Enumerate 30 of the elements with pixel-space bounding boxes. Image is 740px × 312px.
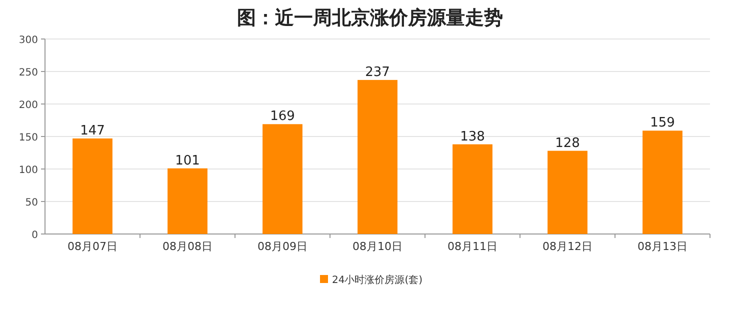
bar (168, 168, 208, 234)
bar (358, 80, 398, 234)
y-tick-label: 200 (18, 100, 38, 111)
bar (262, 124, 302, 234)
bar (642, 130, 682, 234)
bar (452, 144, 492, 234)
data-label: 138 (460, 129, 485, 144)
data-label: 159 (650, 116, 675, 131)
chart-title: 图：近一周北京涨价房源量走势 (237, 7, 503, 29)
x-tick-label: 08月08日 (162, 240, 212, 253)
x-tick-label: 08月12日 (542, 240, 592, 253)
bar (72, 138, 112, 234)
y-tick-label: 300 (18, 35, 38, 46)
y-tick-label: 50 (25, 198, 38, 208)
x-tick-label: 08月13日 (638, 240, 688, 253)
data-label: 169 (270, 109, 295, 124)
x-tick-label: 08月07日 (68, 240, 118, 253)
x-tick-label: 08月10日 (352, 240, 402, 253)
x-tick-label: 08月09日 (258, 240, 308, 253)
y-tick-label: 150 (18, 132, 38, 144)
x-tick-label: 08月11日 (448, 240, 498, 253)
y-tick-label: 250 (18, 68, 38, 78)
y-tick-label: 0 (32, 230, 38, 241)
data-label: 147 (80, 123, 105, 138)
bar (548, 150, 588, 234)
data-label: 128 (555, 136, 580, 151)
y-tick-label: 100 (18, 165, 38, 176)
data-label: 237 (365, 64, 390, 80)
data-label: 101 (175, 153, 200, 168)
legend-label: 24小时涨价房源(套) (332, 274, 423, 286)
